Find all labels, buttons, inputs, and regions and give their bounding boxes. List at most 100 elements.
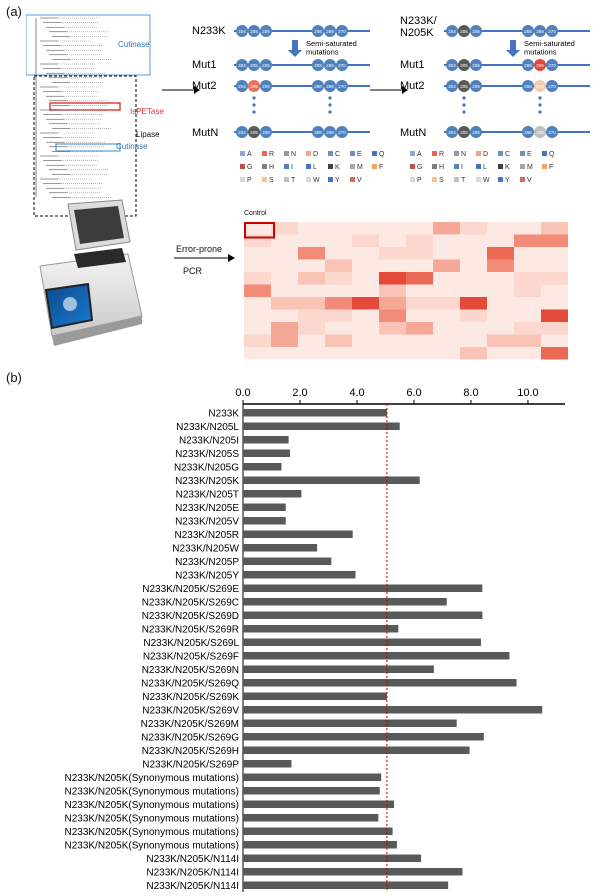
residue-site — [260, 80, 272, 92]
residue-site — [534, 59, 546, 71]
heatmap-cell — [487, 247, 514, 260]
aa-legend-swatch — [240, 151, 245, 156]
aa-legend-swatch — [284, 177, 289, 182]
control-label: Control — [244, 210, 267, 217]
heatmap-cell — [406, 247, 433, 260]
category-label: N233K/N205K/S269N — [142, 665, 239, 676]
heatmap-cell — [541, 259, 568, 272]
heatmap-cell — [325, 222, 352, 235]
aa-legend-swatch — [432, 164, 437, 169]
residue-site — [470, 59, 482, 71]
aa-legend-swatch — [350, 151, 355, 156]
category-label: N233K — [208, 408, 239, 419]
residue-number: 270 — [338, 63, 346, 68]
heatmap-cell — [514, 234, 541, 247]
bar — [243, 814, 379, 822]
bar — [243, 800, 395, 808]
heatmap-cell — [487, 297, 514, 310]
residue-number: 204 — [238, 29, 246, 34]
residue-number: 269 — [536, 29, 544, 34]
category-label: N233K/N205K(Synonymous mutations) — [64, 813, 239, 824]
heatmap-cell — [460, 284, 487, 297]
bar — [243, 503, 286, 511]
semi-saturation-arrow — [510, 40, 516, 50]
aa-legend-swatch — [284, 151, 289, 156]
heatmap-cell — [298, 272, 325, 285]
heatmap-cell — [298, 284, 325, 297]
heatmap-cell — [352, 272, 379, 285]
activity-bar-chart: 0.0 2.0 4.0 6.0 8.0 10.0 N233K N233K/N205L N233K… — [64, 387, 565, 892]
bar — [243, 571, 356, 579]
heatmap-cell — [244, 334, 271, 347]
category-label: N233K/N205G — [174, 462, 239, 473]
category-label: N233K/N205K/N114I — [146, 867, 239, 878]
category-label: N233K/N205P — [175, 557, 239, 568]
category-label: N233K/N205T — [176, 489, 239, 500]
residue-number: 206 — [262, 84, 270, 89]
heatmap-cell — [244, 347, 271, 360]
heatmap-cell — [379, 334, 406, 347]
category-label: N233K/N205K(Synonymous mutations) — [64, 827, 239, 838]
heatmap-cell — [352, 259, 379, 272]
heatmap-cell — [514, 347, 541, 360]
aa-legend-label: G — [247, 164, 252, 171]
heatmap-cell — [487, 322, 514, 335]
bar — [243, 692, 387, 700]
aa-legend-swatch — [410, 164, 415, 169]
residue-number: 270 — [338, 84, 346, 89]
bar — [243, 733, 484, 741]
aa-legend-swatch — [328, 177, 333, 182]
bar — [243, 773, 382, 781]
ellipsis-dot — [538, 103, 542, 107]
residue-site — [458, 25, 470, 37]
residue-number: 268 — [314, 29, 322, 34]
residue-site — [534, 126, 546, 138]
heatmap-cell — [460, 222, 487, 235]
residue-site — [236, 126, 248, 138]
heatmap-cell — [379, 322, 406, 335]
category-label: N233K/N205K/S269V — [142, 705, 239, 716]
residue-number: 206 — [262, 130, 270, 135]
heatmap-cell — [244, 234, 271, 247]
heatmap-cell — [325, 247, 352, 260]
aa-legend-label: V — [527, 177, 532, 184]
heatmap-cell — [298, 297, 325, 310]
aa-legend-swatch — [410, 151, 415, 156]
residue-number: 205 — [250, 29, 258, 34]
aa-legend-swatch — [542, 151, 547, 156]
aa-legend-label: E — [357, 151, 362, 158]
heatmap-cell — [352, 247, 379, 260]
residue-number: 268 — [524, 84, 532, 89]
category-label: N233K/N205K/S269F — [143, 651, 239, 662]
bar — [243, 625, 399, 633]
heatmap-cell — [433, 222, 460, 235]
heatmap-cell — [541, 334, 568, 347]
heatmap-cell — [298, 334, 325, 347]
clade-label-cutinase-top: Cutinase — [118, 40, 150, 49]
heatmap-cell — [487, 234, 514, 247]
heatmap-hit-cell — [541, 347, 568, 360]
aa-legend-label: V — [357, 177, 362, 184]
residue-site — [470, 126, 482, 138]
aa-legend-swatch — [454, 164, 459, 169]
ellipsis-dot — [252, 103, 256, 107]
aa-legend-label: E — [527, 151, 532, 158]
heatmap-hit-cell — [325, 297, 352, 310]
heatmap-cell — [406, 297, 433, 310]
heatmap-cell — [379, 297, 406, 310]
aa-legend-label: M — [527, 164, 533, 171]
category-label: N233K/N205K(Synonymous mutations) — [64, 786, 239, 797]
aa-legend-swatch — [476, 151, 481, 156]
heatmap-cell — [352, 334, 379, 347]
aa-legend-label: H — [269, 164, 274, 171]
ellipsis-dot — [462, 103, 466, 107]
heatmap-cell — [271, 334, 298, 347]
residue-site — [260, 126, 272, 138]
heatmap-cell — [433, 284, 460, 297]
ellipsis-dot — [252, 96, 256, 100]
aa-legend-label: W — [483, 177, 490, 184]
heatmap-cell — [298, 347, 325, 360]
residue-number: 204 — [448, 84, 456, 89]
residue-number: 268 — [314, 63, 322, 68]
aa-legend-swatch — [476, 164, 481, 169]
